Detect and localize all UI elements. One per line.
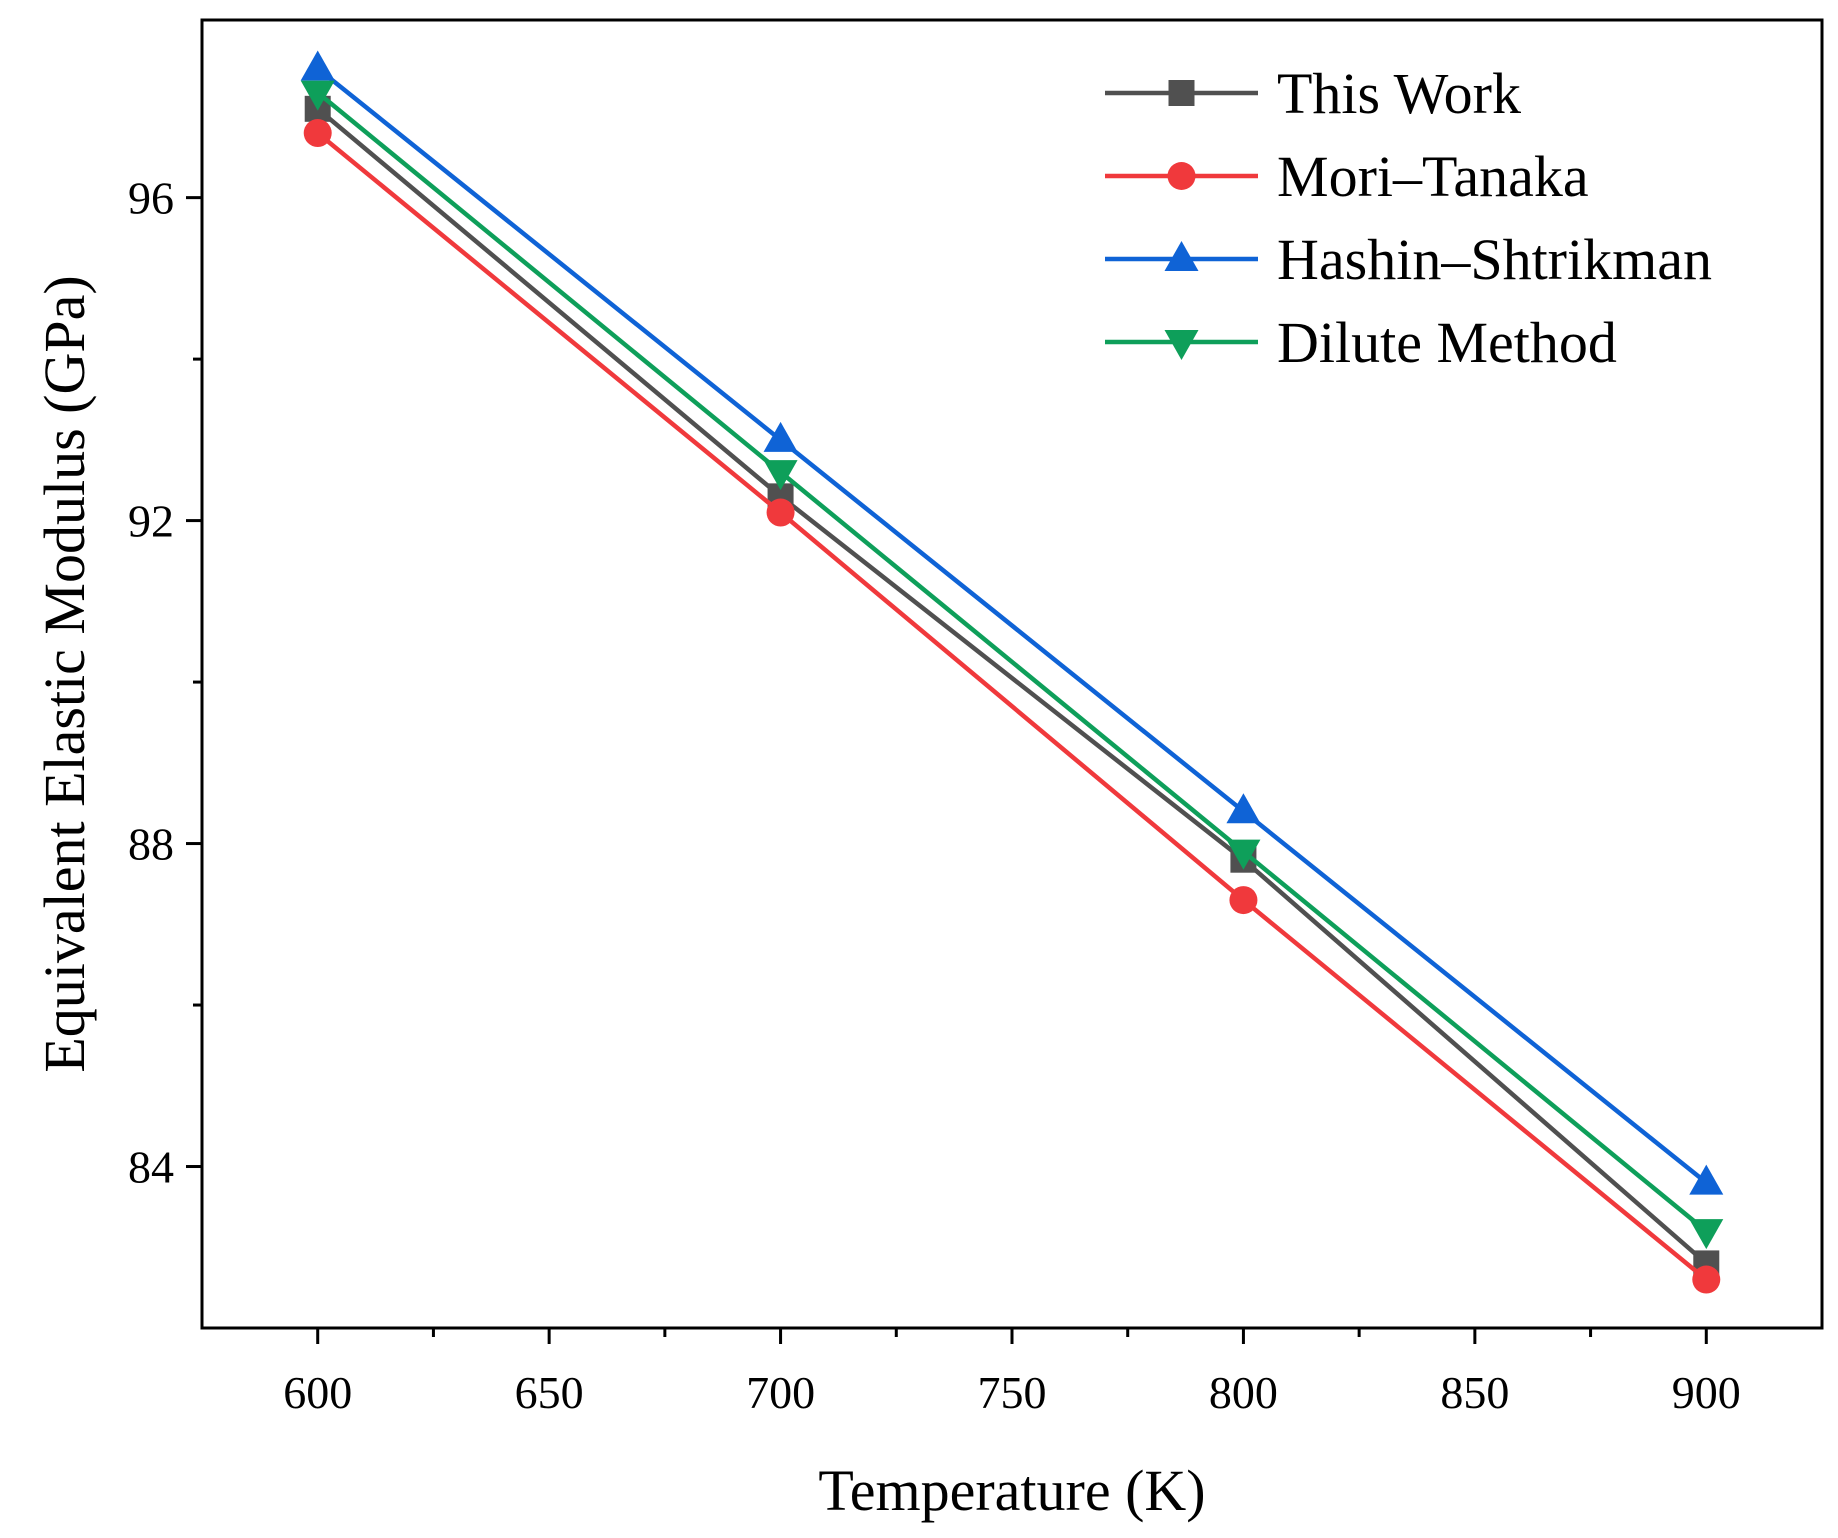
legend-marker-hashin-shtrikman [1164, 241, 1199, 271]
x-tick-label: 600 [283, 1367, 352, 1418]
legend-label-hashin-shtrikman: Hashin–Shtrikman [1277, 227, 1712, 292]
legend-marker-shape [1167, 162, 1196, 190]
legend-label-mori-tanaka: Mori–Tanaka [1277, 144, 1589, 209]
legend-item: This Work [1105, 61, 1521, 126]
x-tick-label: 700 [746, 1367, 815, 1418]
data-point-dilute-method [1226, 839, 1261, 870]
plot-area: 600 650 700 750 800 850 900 84 88 92 96 [128, 18, 1824, 1418]
legend-marker-this-work [1168, 80, 1195, 106]
x-axis: 600 650 700 750 800 850 900 [283, 1328, 1741, 1418]
data-point-hashin-shtrikman [763, 421, 798, 452]
data-point-dilute-method [763, 460, 798, 491]
x-tick-label: 900 [1672, 1367, 1741, 1418]
legend-item: Hashin–Shtrikman [1105, 227, 1712, 292]
data-point-mori-tanaka [766, 498, 795, 527]
legend-item: Mori–Tanaka [1105, 144, 1589, 209]
data-point-mori-tanaka [1229, 886, 1258, 915]
x-axis-title: Temperature (K) [818, 1458, 1205, 1523]
y-tick-label: 84 [128, 1142, 174, 1193]
series-layer [300, 50, 1724, 1294]
legend: This Work Mori–Tanaka Hashin–Shtrikman D… [1105, 61, 1712, 375]
series-line-mori-tanaka [316, 131, 1708, 1282]
x-tick-label: 750 [978, 1367, 1047, 1418]
series-dilute-method [300, 80, 1724, 1250]
legend-marker-shape [1164, 241, 1199, 271]
series-line-hashin-shtrikman [316, 66, 1708, 1185]
series-hashin-shtrikman [300, 50, 1724, 1195]
data-point-dilute-method [300, 80, 335, 111]
y-axis: 84 88 92 96 [128, 173, 202, 1193]
x-tick-label: 850 [1440, 1367, 1509, 1418]
x-tick-label: 800 [1209, 1367, 1278, 1418]
y-tick-label: 92 [128, 496, 174, 547]
data-point-dilute-method [1689, 1219, 1724, 1250]
series-line-this-work [316, 107, 1708, 1266]
legend-label-dilute-method: Dilute Method [1277, 310, 1617, 375]
y-axis-title: Equivalent Elastic Modulus (GPa) [32, 275, 97, 1072]
legend-marker-shape [1164, 330, 1199, 360]
legend-item: Dilute Method [1105, 310, 1617, 375]
data-point-mori-tanaka [1692, 1265, 1721, 1294]
legend-label-this-work: This Work [1277, 61, 1521, 126]
series-mori-tanaka [303, 119, 1721, 1294]
series-line-dilute-method [316, 90, 1708, 1233]
legend-marker-dilute-method [1164, 330, 1199, 360]
data-point-mori-tanaka [303, 119, 332, 148]
legend-marker-mori-tanaka [1167, 162, 1196, 190]
data-point-hashin-shtrikman [300, 50, 335, 81]
x-tick-label: 650 [515, 1367, 584, 1418]
y-tick-label: 88 [128, 819, 174, 870]
y-tick-label: 96 [128, 173, 174, 224]
legend-marker-shape [1168, 80, 1195, 106]
data-point-hashin-shtrikman [1689, 1164, 1724, 1195]
data-point-hashin-shtrikman [1226, 793, 1261, 824]
